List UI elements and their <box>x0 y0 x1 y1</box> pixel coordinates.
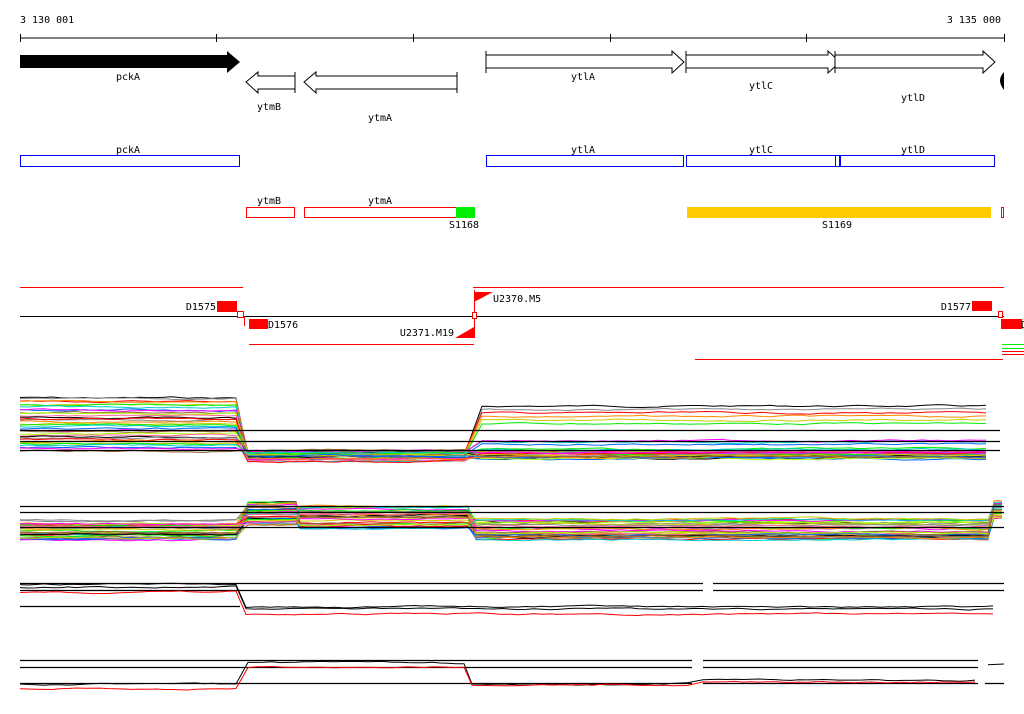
feature-label: U2371.M19 <box>400 328 454 339</box>
feature-label: D1575 <box>186 302 216 313</box>
cds-label: pckA <box>116 145 140 156</box>
partial-gene-icon <box>1000 72 1004 90</box>
profile-series-d-highlight <box>19 665 976 691</box>
cds-label: ytlA <box>571 145 595 156</box>
gene-ytlC[interactable]: ytlC <box>685 49 841 92</box>
profile-series-c <box>19 582 994 609</box>
gene-arrow-ytlD[interactable] <box>834 49 996 75</box>
feature-label: D1577 <box>941 302 971 313</box>
feature-D-partial[interactable] <box>1001 319 1022 329</box>
cds-box-ytlC[interactable] <box>686 155 836 167</box>
profile-series-a <box>19 399 987 456</box>
profile-series-a <box>19 448 986 459</box>
profile-series-b <box>19 502 1003 541</box>
profile-series-a <box>19 443 987 455</box>
profile-series-a <box>19 433 987 462</box>
feature-label: U2370.M5 <box>493 294 541 305</box>
gene-arrow-ytmB[interactable] <box>245 70 296 95</box>
segment-label-S1168: S1168 <box>449 220 479 231</box>
profile-series-d <box>987 663 1005 666</box>
segment-box-edge[interactable] <box>1001 207 1004 218</box>
profile-series-a <box>19 400 987 455</box>
gene-label: ytlD <box>901 93 925 104</box>
gene-label: ytlA <box>571 72 595 83</box>
gene-arrow-ytmA[interactable] <box>303 70 458 95</box>
ruler-end-label: 3 135 000 <box>947 15 1001 26</box>
ruler: 3 130 001 3 135 000 <box>20 15 1005 42</box>
feature-D1576[interactable] <box>249 319 268 329</box>
gene-label: ytmA <box>368 113 392 124</box>
profile-series-a <box>19 396 987 458</box>
gene-pckA[interactable]: pckA <box>20 51 240 83</box>
cds-box-ytlA[interactable] <box>486 155 684 167</box>
segment-S1168[interactable] <box>456 207 475 218</box>
gene-label: ytlC <box>749 81 773 92</box>
ruler-start-label: 3 130 001 <box>20 15 74 26</box>
transcript-track: D1575 D1576 U2371.M19 U2370.M5 D1577 D <box>20 287 1024 360</box>
feature-D1577[interactable] <box>972 301 992 311</box>
gene-arrow-pckA[interactable] <box>20 51 240 73</box>
profile-series-a <box>19 403 987 460</box>
gene-ytmA[interactable]: ytmA <box>303 70 458 124</box>
gene-label: ytmB <box>257 102 281 113</box>
profile-series-b <box>19 510 1003 529</box>
gene-arrow-ytlC[interactable] <box>685 49 841 75</box>
segment-track: ytmB ytmA S1168 S1169 <box>246 196 1004 231</box>
segment-S1169[interactable] <box>687 207 991 218</box>
gene-track: pckA ytmB ytmA ytlA ytlC ytlD <box>20 49 1004 124</box>
profile-series-c-highlight <box>19 590 994 617</box>
profile-series-d <box>19 660 976 686</box>
expression-profiles <box>19 396 1005 691</box>
gene-ytmB[interactable]: ytmB <box>245 70 296 113</box>
feature-label: D1576 <box>268 320 298 331</box>
gene-arrow-ytlA[interactable] <box>485 49 685 75</box>
gene-label: pckA <box>116 72 140 83</box>
profile-series-b <box>19 503 1003 538</box>
segment-label: ytmA <box>368 196 392 207</box>
profile-series-a <box>19 397 987 458</box>
feature-U2371.M19[interactable] <box>455 327 474 338</box>
cds-label: ytlD <box>901 145 925 156</box>
cds-label: ytlC <box>749 145 773 156</box>
cds-box-pckA[interactable] <box>20 155 240 167</box>
cds-box-ytlD[interactable] <box>840 155 995 167</box>
segment-label-S1169: S1169 <box>822 220 852 231</box>
profile-series-a <box>19 436 987 456</box>
segment-box-ytmB[interactable] <box>246 207 295 218</box>
profile-series-b <box>19 510 1003 540</box>
cds-track <box>20 155 995 167</box>
segment-box-ytmA[interactable] <box>304 207 457 218</box>
profile-series-a <box>20 432 987 461</box>
feature-D1575[interactable] <box>217 301 237 312</box>
cds-box-small[interactable] <box>835 155 840 167</box>
gene-ytlD[interactable]: ytlD <box>834 49 996 104</box>
feature-label: D <box>1021 320 1024 331</box>
feature-U2370.M5[interactable] <box>474 292 493 302</box>
segment-label: ytmB <box>257 196 281 207</box>
profile-series-c <box>19 585 993 611</box>
profile-series-a <box>19 447 987 455</box>
gene-ytlA[interactable]: ytlA <box>485 49 685 83</box>
